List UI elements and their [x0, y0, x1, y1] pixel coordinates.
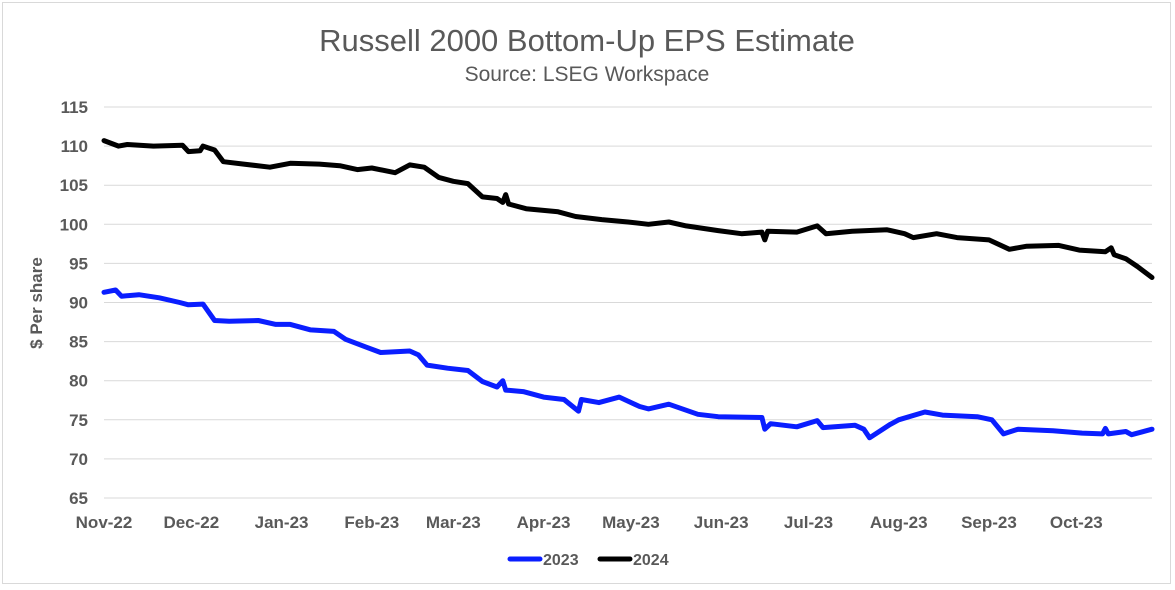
y-tick-label: 90 [69, 294, 88, 313]
x-tick-label: Jul-23 [784, 513, 833, 532]
y-tick-label: 65 [69, 489, 88, 508]
y-tick-label: 70 [69, 450, 88, 469]
series-line-2023 [101, 287, 1155, 441]
chart-title: Russell 2000 Bottom-Up EPS Estimate [319, 23, 855, 58]
y-axis-label: $ Per share [27, 257, 46, 349]
x-tick-label: Sep-23 [961, 513, 1017, 532]
legend-label-2024: 2024 [633, 552, 669, 569]
x-tick-label: Feb-23 [344, 513, 399, 532]
y-tick-label: 100 [60, 215, 88, 234]
x-tick-label: Dec-22 [163, 513, 219, 532]
x-tick-label: Nov-22 [76, 513, 133, 532]
x-tick-label: Apr-23 [517, 513, 571, 532]
y-tick-label: 115 [61, 98, 88, 117]
y-tick-label: 105 [60, 176, 88, 195]
x-tick-label: Jan-23 [255, 513, 309, 532]
y-tick-label: 80 [69, 372, 88, 391]
x-tick-label: Mar-23 [426, 513, 481, 532]
y-tick-label: 85 [69, 333, 88, 352]
y-tick-label: 75 [69, 411, 88, 430]
x-tick-label: May-23 [602, 513, 660, 532]
y-tick-label: 110 [61, 137, 88, 156]
series-line-2024 [101, 138, 1155, 280]
legend-label-2023: 2023 [543, 552, 579, 569]
x-tick-label: Jun-23 [694, 513, 749, 532]
y-tick-label: 95 [69, 254, 88, 273]
chart-subtitle: Source: LSEG Workspace [465, 63, 710, 86]
x-tick-label: Oct-23 [1050, 513, 1103, 532]
x-tick-label: Aug-23 [870, 513, 928, 532]
